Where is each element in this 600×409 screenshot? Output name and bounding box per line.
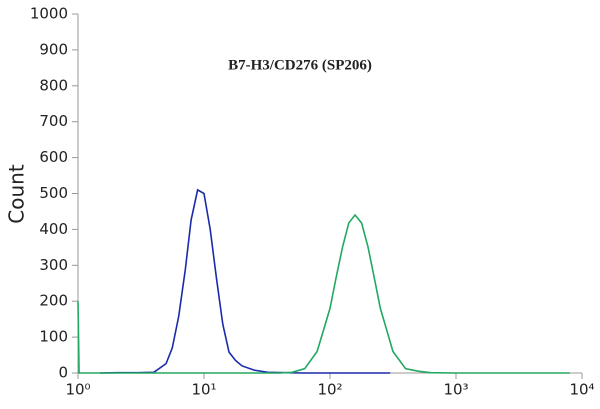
x-tick-label: 10⁰: [65, 381, 90, 399]
y-tick-label: 0: [58, 364, 68, 382]
y-tick-label: 1000: [30, 5, 68, 23]
y-tick-label: 800: [39, 76, 68, 94]
x-tick-label: 10¹: [191, 381, 216, 399]
y-tick-label: 300: [39, 256, 68, 274]
histogram-line: [100, 188, 391, 374]
x-tick-label: 10²: [317, 381, 342, 399]
y-tick-label: 100: [39, 328, 68, 346]
y-tick-label: 700: [39, 112, 68, 130]
chart-title: B7-H3/CD276 (SP206): [228, 57, 372, 73]
y-tick-label: 600: [39, 148, 68, 166]
x-tick-label: 10⁴: [569, 381, 594, 399]
y-tick-label: 200: [39, 292, 68, 310]
y-tick-label: 900: [39, 40, 68, 58]
x-tick-label: 10³: [443, 381, 468, 399]
y-tick-label: 500: [39, 184, 68, 202]
histogram-line: [77, 213, 570, 374]
y-tick-label: 400: [39, 220, 68, 238]
y-axis-label: Count: [5, 164, 29, 224]
